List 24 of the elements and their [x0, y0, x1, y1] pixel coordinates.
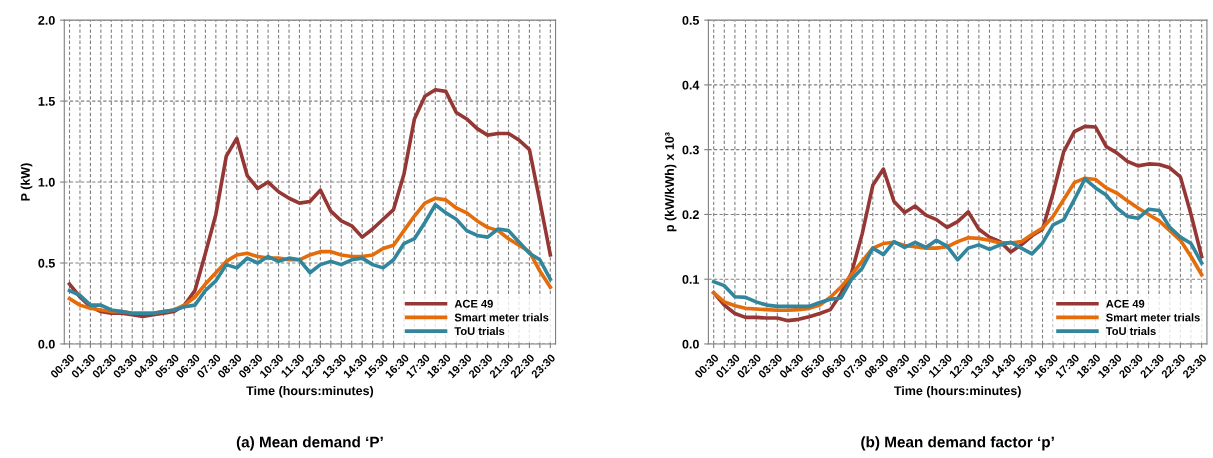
y-axis-title: p (kW/kWh) x 10³ — [664, 132, 677, 232]
y-tick-label: 2.0 — [38, 15, 55, 25]
y-tick-label: 1.0 — [38, 177, 55, 187]
y-tick-label: 0.4 — [682, 80, 700, 90]
text: (b) Mean demand factor ‘p’ — [861, 436, 1054, 451]
y-axis-title: P (kW) — [20, 163, 33, 201]
legend-label: Smart meter trials — [454, 313, 549, 322]
legend-label: Smart meter trials — [1106, 313, 1200, 322]
legend-label: ACE 49 — [454, 299, 493, 308]
x-axis-title: Time (hours:minutes) — [894, 385, 1021, 398]
y-tick-label: 0.5 — [682, 15, 700, 25]
y-tick-label: 0.0 — [682, 339, 699, 349]
x-axis-title: Time (hours:minutes) — [246, 385, 374, 398]
text: (a) Mean demand ‘P’ — [236, 436, 383, 451]
y-tick-label: 0.5 — [38, 258, 55, 268]
legend-label: ToU trials — [1105, 326, 1156, 336]
y-tick-label: 0.2 — [682, 210, 699, 220]
legend-label: ACE 49 — [1106, 299, 1145, 308]
y-tick-label: 0.0 — [38, 339, 55, 349]
legend-label: ToU trials — [454, 326, 505, 336]
y-tick-label: 0.1 — [682, 275, 700, 284]
line-series — [711, 124, 1204, 323]
y-tick-label: 1.5 — [38, 97, 55, 106]
y-tick-label: 0.3 — [682, 145, 699, 155]
